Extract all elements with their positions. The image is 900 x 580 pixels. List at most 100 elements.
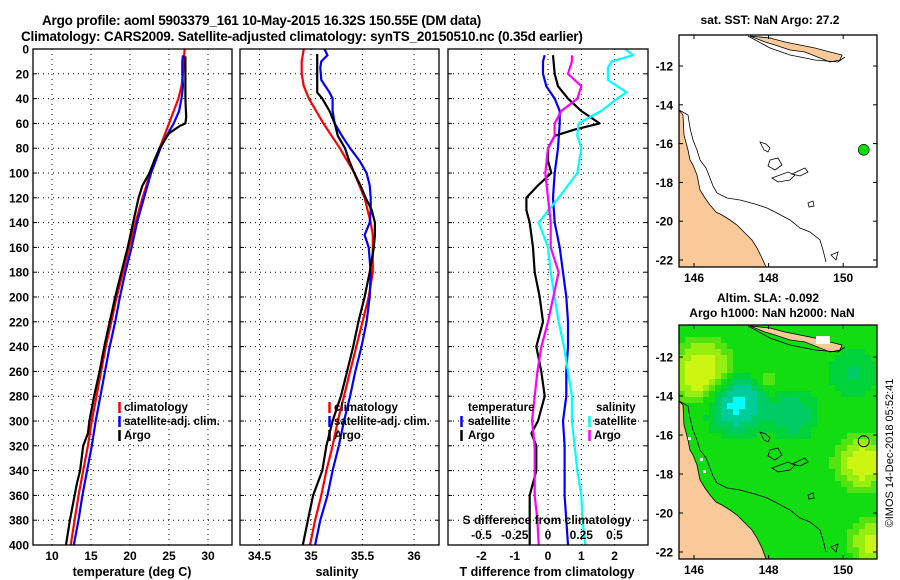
heatmap-cell [847,541,853,547]
heatmap-cell [793,421,799,427]
heatmap-cell [745,343,751,349]
heatmap-cell [805,397,811,403]
heatmap-cell [679,337,685,343]
legend-title-salinity: salinity [596,402,636,414]
heatmap-cell [745,403,751,409]
heatmap-cell [823,529,829,535]
heatmap-cell [847,481,853,487]
heatmap-cell [763,409,769,415]
heatmap-cell [799,379,805,385]
heatmap-cell [691,427,697,433]
heatmap-cell [835,331,841,337]
heatmap-cell [769,427,775,433]
heatmap-cell [793,457,799,463]
heatmap-cell [697,463,703,469]
heatmap-cell [793,367,799,373]
heatmap-cell [799,403,805,409]
heatmap-cell [775,325,781,331]
heatmap-cell [769,475,775,481]
heatmap-cell [871,529,877,535]
heatmap-cell [793,403,799,409]
heatmap-cell [853,421,859,427]
heatmap-cell [841,337,847,343]
heatmap-cell [841,379,847,385]
y-tick-label: 220 [9,315,29,329]
heatmap-cell [859,397,865,403]
heatmap-cell [865,421,871,427]
heatmap-cell [835,427,841,433]
heatmap-cell [853,331,859,337]
heatmap-cell [745,493,751,499]
heatmap-cell [841,331,847,337]
heatmap-cell [781,325,787,331]
heatmap-cell [757,391,763,397]
heatmap-cell [745,349,751,355]
heatmap-cell [865,457,871,463]
heatmap-cell [805,343,811,349]
heatmap-cell [859,415,865,421]
heatmap-cell [811,373,817,379]
heatmap-cell [733,367,739,373]
heatmap-cell [709,487,715,493]
heatmap-cell [859,331,865,337]
heatmap-cell [787,469,793,475]
heatmap-cell [847,349,853,355]
heatmap-cell [769,493,775,499]
heatmap-cell [769,487,775,493]
legend-label-temperature-argo: Argo [468,430,495,442]
heatmap-cell [787,523,793,529]
heatmap-cell [829,361,835,367]
heatmap-cell [853,409,859,415]
heatmap-cell [787,403,793,409]
heatmap-cell [835,499,841,505]
heatmap-cell [745,487,751,493]
heatmap-cell [847,517,853,523]
heatmap-cell [715,475,721,481]
heatmap-cell [727,403,733,409]
heatmap-cell [709,475,715,481]
heatmap-cell [775,355,781,361]
heatmap-cell [823,385,829,391]
heatmap-cell [859,487,865,493]
heatmap-cell [751,511,757,517]
heatmap-cell [811,475,817,481]
heatmap-cell [787,433,793,439]
heatmap-cell [715,355,721,361]
heatmap-cell [775,391,781,397]
heatmap-cell [841,451,847,457]
heatmap-cell [805,421,811,427]
heatmap-cell [757,481,763,487]
heatmap-cell [769,373,775,379]
lon-tick-label: 150 [833,563,853,577]
heatmap-cell [781,469,787,475]
heatmap-cell [829,547,835,553]
heatmap-cell [739,433,745,439]
heatmap-cell [847,355,853,361]
heatmap-cell [721,493,727,499]
heatmap-cell [709,451,715,457]
heatmap-cell [799,433,805,439]
heatmap-cell [799,493,805,499]
heatmap-cell [859,475,865,481]
heatmap-cell [733,397,739,403]
heatmap-cell [805,463,811,469]
heatmap-cell [853,433,859,439]
lat-tick-label: -16 [656,429,674,443]
heatmap-cell [733,361,739,367]
heatmap-cell [685,379,691,385]
heatmap-cell [793,379,799,385]
heatmap-cell [697,403,703,409]
lat-tick-label: -22 [656,546,674,560]
heatmap-cell [757,355,763,361]
heatmap-cell [721,337,727,343]
heatmap-cell [691,379,697,385]
heatmap-cell [829,541,835,547]
heatmap-cell [805,529,811,535]
heatmap-cell [769,385,775,391]
heatmap-cell [799,397,805,403]
heatmap-cell [751,391,757,397]
heatmap-cell [703,439,709,445]
heatmap-cell [781,523,787,529]
heatmap-cell [685,427,691,433]
heatmap-cell [847,469,853,475]
